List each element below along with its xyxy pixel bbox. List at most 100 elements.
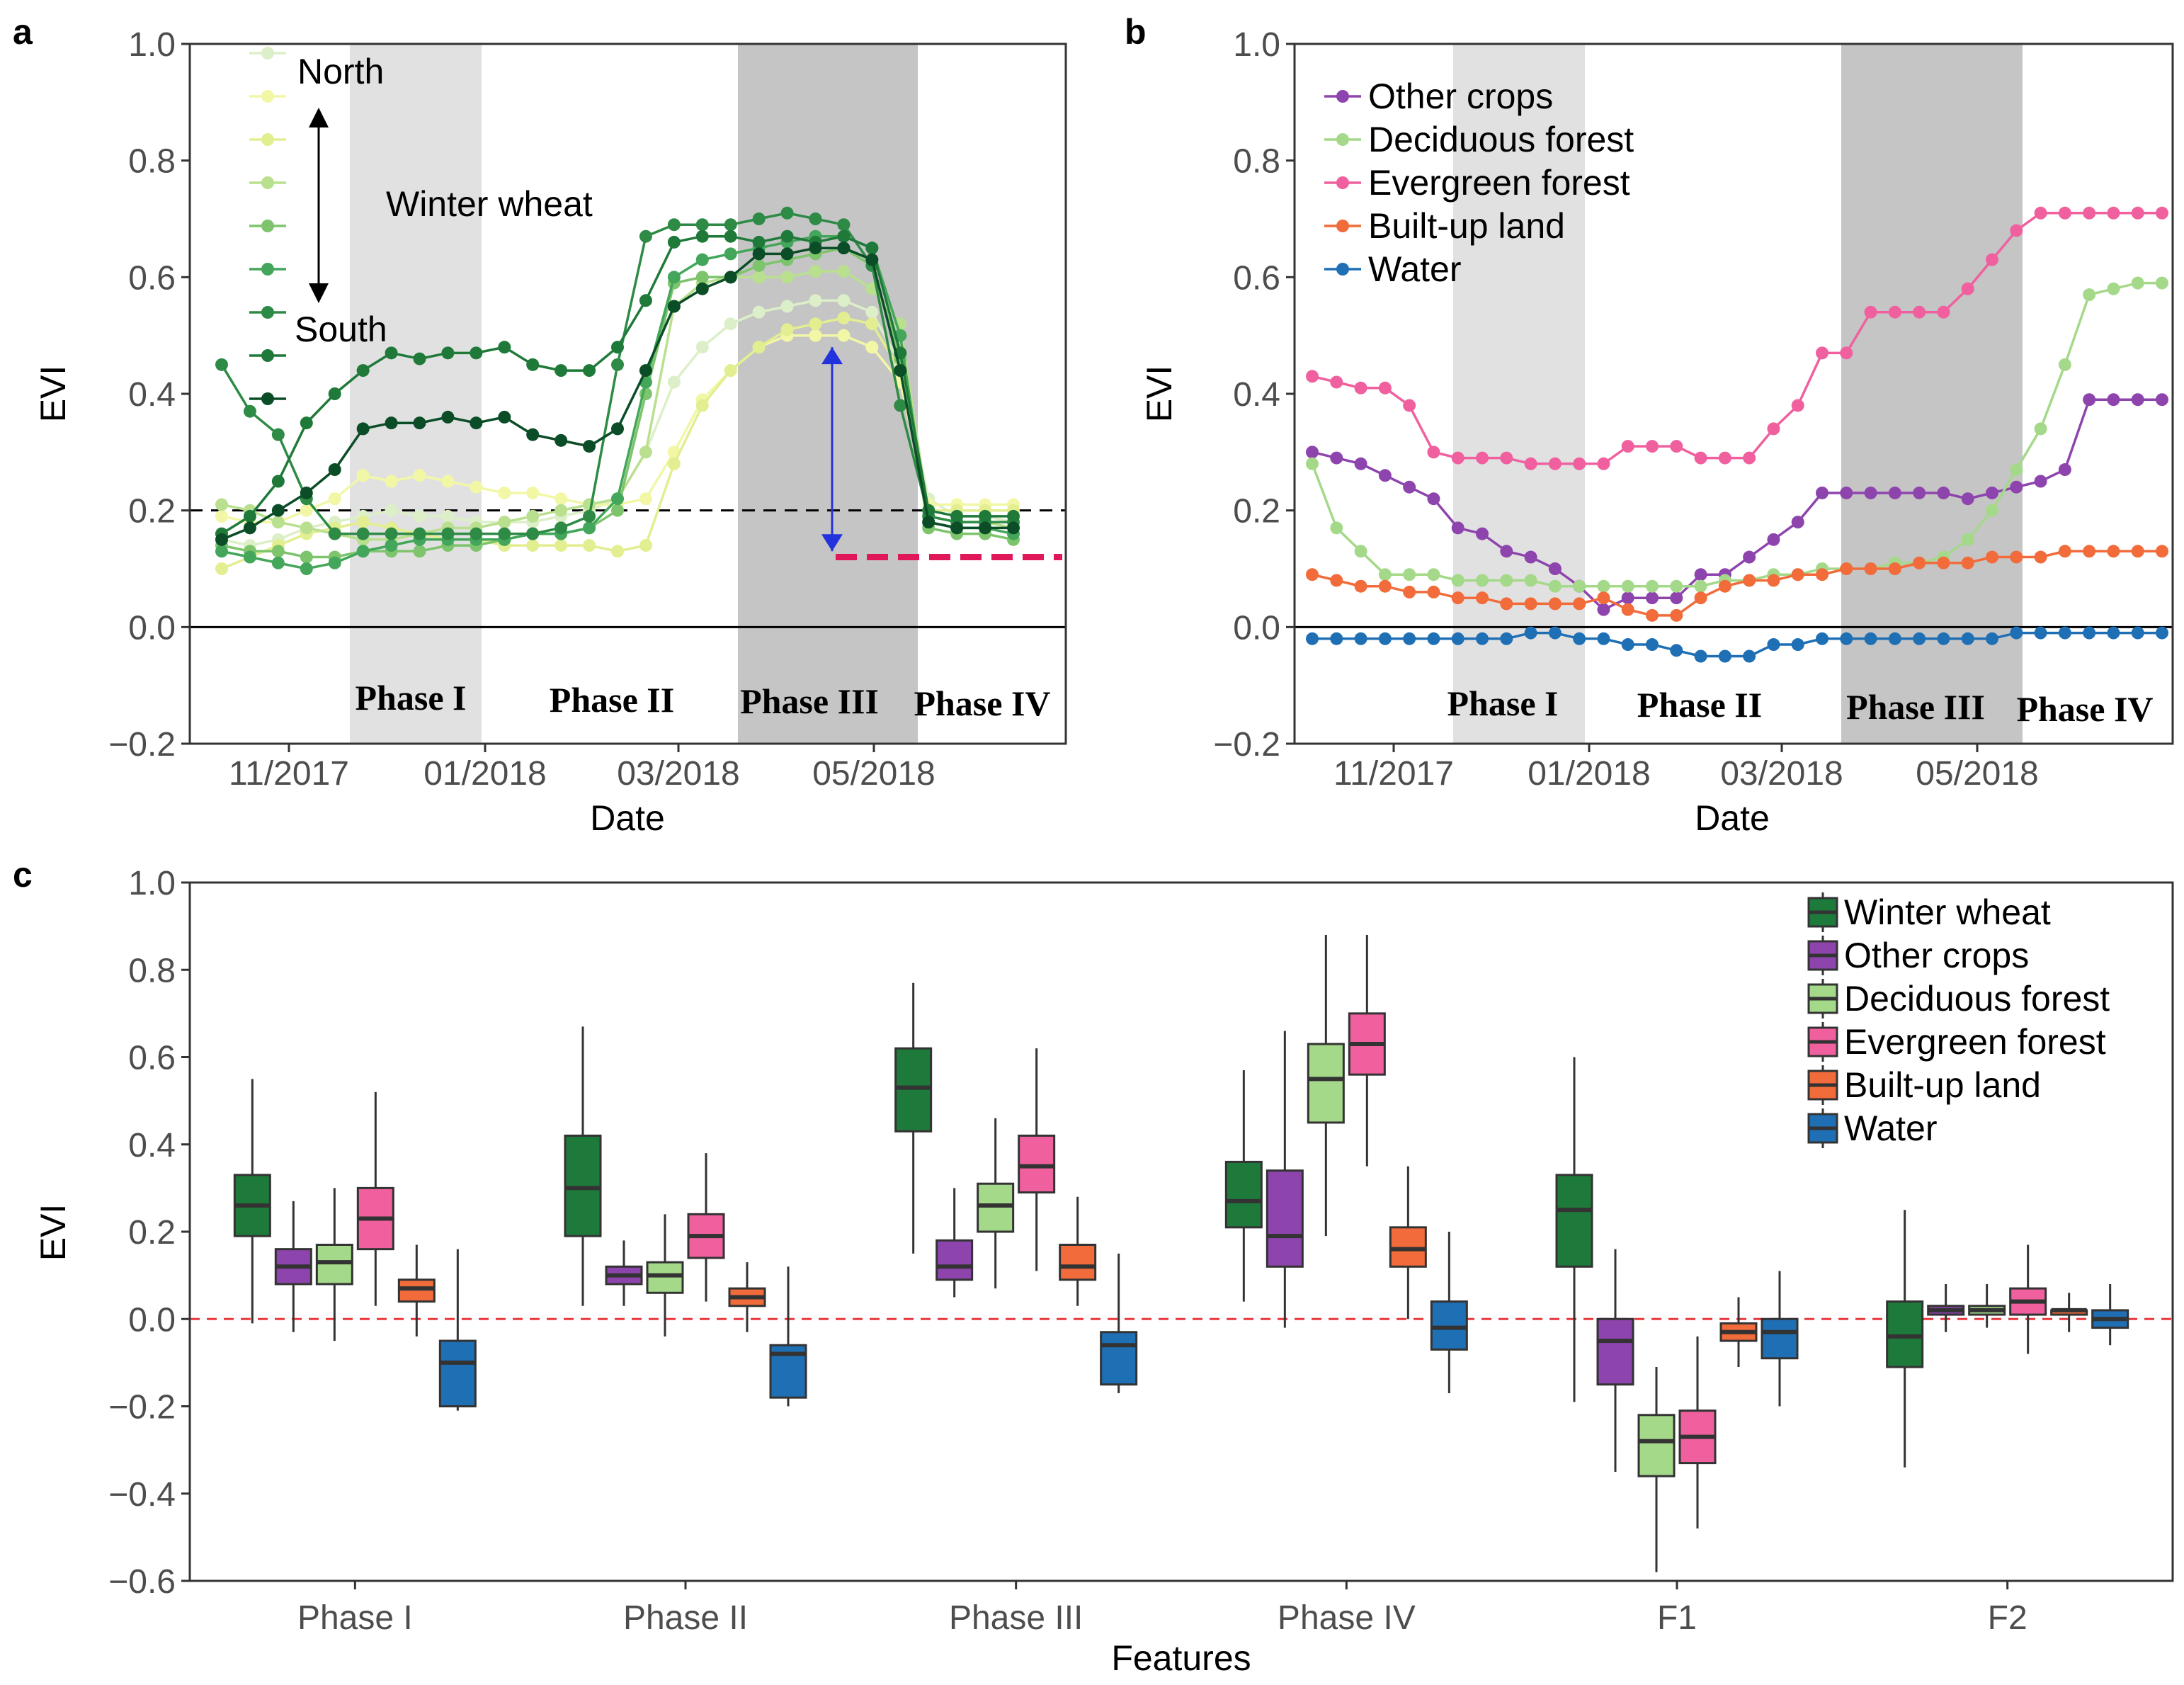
data-point — [1378, 632, 1392, 645]
data-point — [215, 545, 228, 558]
data-point — [611, 422, 624, 436]
x-tick-label: 11/2017 — [1333, 755, 1454, 793]
legend-label: Deciduous forest — [1368, 120, 1634, 159]
box-iqr — [1059, 1243, 1097, 1281]
data-point — [752, 305, 766, 319]
data-point — [1427, 446, 1440, 459]
data-point — [1961, 533, 1974, 546]
data-point — [1548, 562, 1562, 575]
x-axis-label: Features — [1111, 1638, 1251, 1678]
data-point — [526, 509, 540, 523]
y-tick-label: 0.2 — [1233, 493, 1280, 531]
y-tick-label: 0.2 — [128, 493, 176, 531]
data-point — [695, 218, 709, 232]
data-point — [1378, 579, 1392, 593]
data-point — [1743, 574, 1756, 587]
data-point — [667, 235, 681, 249]
data-point — [1840, 562, 1853, 575]
box-iqr — [1555, 1174, 1593, 1268]
data-point — [1694, 591, 1707, 605]
data-point — [1913, 305, 1926, 319]
x-tick-label: 05/2018 — [812, 755, 935, 793]
data-point — [1937, 556, 1950, 569]
data-point — [2058, 545, 2071, 558]
plot-frame — [188, 42, 1067, 745]
data-point — [243, 521, 256, 535]
legend-marker — [261, 392, 274, 405]
data-point — [441, 527, 455, 540]
data-point — [356, 422, 370, 436]
data-point — [1548, 579, 1562, 593]
data-point — [1306, 632, 1319, 645]
data-point — [1694, 451, 1707, 465]
y-tick-label: 0.6 — [1233, 259, 1280, 297]
panel-c-chart: Phase I Phase II Phase III Phase IV F1 F2 Wint… — [33, 865, 2174, 1678]
data-point — [1791, 516, 1804, 529]
data-point — [1718, 579, 1731, 593]
data-point — [2156, 206, 2168, 220]
data-point — [780, 271, 794, 284]
data-point — [385, 346, 398, 360]
data-point — [300, 550, 313, 564]
data-point — [2010, 626, 2023, 640]
data-point — [413, 416, 426, 430]
data-point — [1961, 632, 1974, 645]
legend-marker — [1336, 176, 1349, 189]
data-point — [441, 410, 455, 424]
data-point — [1354, 545, 1367, 558]
box-iqr — [564, 1134, 602, 1237]
y-tick-label: 0.0 — [1233, 609, 1280, 647]
data-point — [385, 475, 398, 488]
amplitude-arrow-head — [821, 347, 843, 365]
y-tick-label: 0.0 — [128, 1301, 176, 1339]
data-point — [1816, 568, 1828, 581]
series-line — [1312, 398, 2162, 611]
data-point — [837, 229, 851, 243]
data-point — [441, 475, 455, 488]
data-point — [639, 539, 652, 552]
data-point — [1427, 585, 1440, 598]
data-point — [300, 562, 313, 575]
data-point — [1718, 649, 1731, 663]
data-point — [2131, 393, 2144, 407]
data-point — [1986, 550, 1998, 564]
data-point — [950, 521, 964, 535]
data-point — [583, 521, 596, 535]
data-point — [695, 271, 709, 284]
crop-label: Winter wheat — [386, 184, 593, 224]
data-point — [385, 504, 398, 517]
data-point — [1451, 574, 1464, 587]
box-iqr — [1886, 1300, 1924, 1368]
data-point — [328, 463, 341, 477]
data-point — [695, 282, 709, 295]
data-point — [526, 358, 540, 371]
data-point — [271, 504, 285, 517]
data-point — [979, 521, 992, 535]
data-point — [1476, 632, 1489, 645]
data-point — [1864, 562, 1877, 575]
data-point — [583, 498, 596, 511]
data-point — [1621, 579, 1634, 593]
y-tick-label: 1.0 — [128, 865, 176, 902]
data-point — [1597, 457, 1610, 470]
x-tick-label: Phase I — [297, 1599, 413, 1637]
data-point — [1888, 305, 1901, 319]
data-point — [1330, 574, 1343, 587]
phase-label: Phase II — [550, 680, 674, 720]
phase-label: Phase IV — [914, 683, 1050, 723]
data-point — [1913, 486, 1926, 499]
data-point — [328, 387, 341, 400]
data-point — [271, 516, 285, 529]
data-point — [1913, 556, 1926, 569]
y-tick-label: −0.6 — [108, 1563, 176, 1601]
data-point — [1500, 545, 1513, 558]
data-point — [2083, 288, 2096, 302]
data-point — [809, 265, 822, 278]
y-axis-label: EVI — [1139, 365, 1179, 423]
data-point — [526, 486, 540, 499]
x-tick-label: Phase III — [949, 1599, 1083, 1637]
series-line — [1312, 550, 2162, 617]
data-point — [243, 404, 256, 418]
x-tick-label: 03/2018 — [617, 755, 740, 793]
data-point — [2083, 393, 2096, 407]
